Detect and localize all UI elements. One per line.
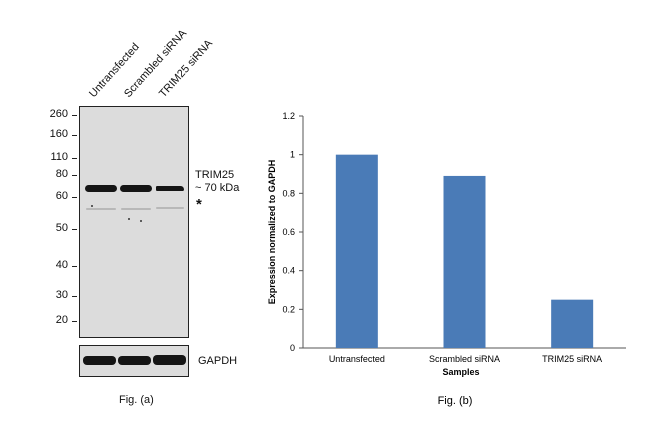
chart-bars: [335, 154, 594, 348]
mw-marker-260: 260: [49, 108, 68, 120]
mw-marker-80: 80: [55, 168, 68, 180]
mw-tick-60: [72, 197, 77, 198]
blot-speck: [91, 205, 93, 207]
mw-marker-20: 20: [55, 314, 68, 326]
y-tick-label: 1: [290, 150, 295, 160]
bar: [443, 175, 486, 348]
x-tick-label: Untransfected: [329, 354, 385, 364]
x-tick-label: Scrambled siRNA: [429, 354, 500, 364]
nonspecific-band-marker: *: [196, 196, 202, 213]
y-tick-label: 0.4: [282, 266, 295, 276]
mw-tick-260: [72, 115, 77, 116]
mw-tick-50: [72, 229, 77, 230]
band-trim25-untransfected: [85, 185, 117, 192]
mw-tick-20: [72, 321, 77, 322]
mw-marker-40: 40: [55, 259, 68, 271]
target-protein-label: TRIM25: [195, 169, 235, 181]
blot-membrane-gapdh: [79, 345, 189, 377]
band-gapdh-untransfected: [83, 356, 116, 365]
mw-tick-30: [72, 296, 77, 297]
blot-speck: [128, 218, 130, 220]
mw-tick-80: [72, 175, 77, 176]
loading-control-label: GAPDH: [198, 355, 238, 367]
mw-marker-50: 50: [55, 222, 68, 234]
y-tick-label: 0.2: [282, 304, 295, 314]
mw-tick-40: [72, 266, 77, 267]
mw-marker-30: 30: [55, 289, 68, 301]
band-trim25-knockdown: [156, 186, 184, 191]
y-tick-label: 0: [290, 343, 295, 353]
mw-marker-160: 160: [49, 128, 68, 140]
band-gapdh-scrambled: [118, 356, 151, 365]
x-axis-title: Samples: [442, 367, 479, 377]
x-tick-label: TRIM25 siRNA: [542, 354, 602, 364]
y-tick-label: 0.6: [282, 227, 295, 237]
figure-caption-a: Fig. (a): [119, 394, 154, 406]
band-nonspecific-3: [156, 207, 184, 209]
band-gapdh-knockdown: [153, 355, 186, 365]
blot-speck: [140, 220, 142, 222]
y-tick-label: 0.8: [282, 188, 295, 198]
mw-marker-60: 60: [55, 190, 68, 202]
figure-caption-b: Fig. (b): [438, 395, 473, 407]
band-nonspecific-2: [121, 208, 151, 210]
mw-tick-110: [72, 158, 77, 159]
y-tick-label: 1.2: [282, 111, 295, 121]
chart-tick-labels: 0 0.2 0.4 0.6 0.8 1 1.2 Untransfected Scrambled …: [282, 111, 602, 364]
target-size-label: ~ 70 kDa: [195, 182, 240, 194]
bar: [551, 299, 594, 348]
mw-marker-110: 110: [50, 151, 68, 163]
bar: [335, 154, 378, 348]
band-nonspecific-1: [86, 208, 116, 210]
mw-tick-160: [72, 135, 77, 136]
band-trim25-scrambled: [120, 185, 152, 192]
y-axis-title: Expression normalized to GAPDH: [267, 160, 277, 305]
blot-membrane-trim25: [79, 106, 189, 338]
